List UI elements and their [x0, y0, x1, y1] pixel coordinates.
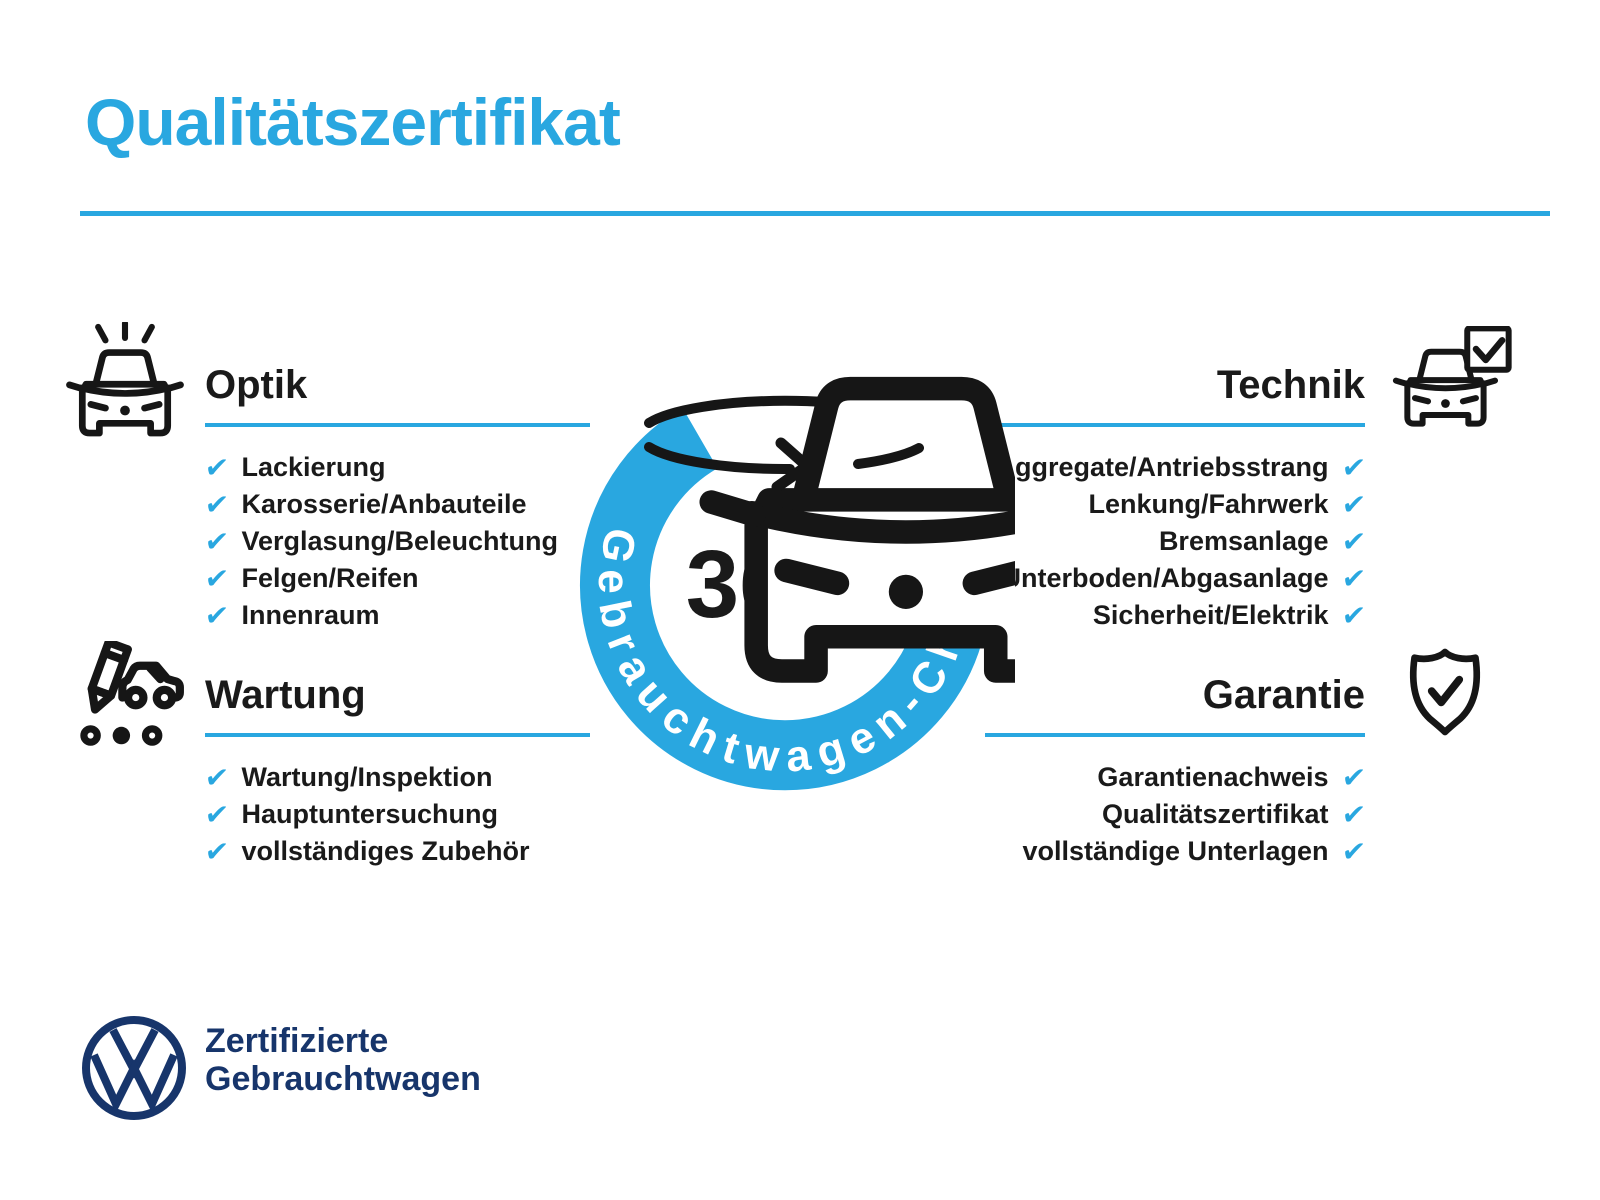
check-icon: ✔ — [203, 834, 231, 868]
checklist-item: Garantienachweis ✔ — [945, 759, 1367, 796]
check-icon: ✔ — [1339, 487, 1367, 521]
check-icon: ✔ — [203, 450, 231, 484]
check-icon: ✔ — [203, 524, 231, 558]
section-divider — [985, 423, 1365, 427]
section-divider — [985, 733, 1365, 737]
car-rotation-icon — [644, 389, 1015, 671]
checklist: Garantienachweis ✔ Qualitätszertifikat ✔ v… — [945, 759, 1367, 870]
item-label: Garantienachweis — [1097, 762, 1329, 792]
check-icon: ✔ — [1339, 561, 1367, 595]
checklist-item: Qualitätszertifikat ✔ — [945, 796, 1367, 833]
checklist-item: ✔ Wartung/Inspektion — [203, 759, 625, 796]
check-icon: ✔ — [203, 561, 231, 595]
page-title: Qualitätszertifikat — [85, 85, 621, 159]
checklist-item: ✔ vollständiges Zubehör — [203, 833, 625, 870]
check-icon: ✔ — [203, 797, 231, 831]
item-label: Bremsanlage — [1158, 526, 1329, 556]
check-icon: ✔ — [1339, 598, 1367, 632]
section-garantie: Garantie Garantienachweis ✔ Qualitätszert… — [945, 673, 1367, 868]
section-divider — [205, 423, 590, 427]
checklist-item: Sicherheit/Elektrik ✔ — [945, 597, 1367, 634]
car-shine-icon — [64, 322, 186, 449]
section-wartung: Wartung ✔ Wartung/Inspektion ✔ Hauptunters… — [203, 673, 625, 868]
badge-360-check: Gebrauchtwagen-Check 360° — [580, 285, 1015, 791]
check-icon: ✔ — [1339, 450, 1367, 484]
item-label: Karosserie/Anbauteile — [241, 489, 527, 519]
item-label: Lenkung/Fahrwerk — [1088, 489, 1329, 519]
checklist-item: Aggregate/Antriebsstrang ✔ — [945, 449, 1367, 486]
section-heading: Wartung — [205, 673, 366, 717]
check-icon: ✔ — [203, 598, 231, 632]
item-label: Aggregate/Antriebsstrang — [995, 452, 1329, 482]
section-heading: Garantie — [1202, 673, 1365, 717]
pencil-car-icon — [68, 641, 186, 749]
checklist: Aggregate/Antriebsstrang ✔ Lenkung/Fahrwe… — [945, 449, 1367, 634]
item-label: vollständiges Zubehör — [241, 836, 530, 866]
check-icon: ✔ — [1339, 524, 1367, 558]
checklist-item: Lenkung/Fahrwerk ✔ — [945, 486, 1367, 523]
item-label: Verglasung/Beleuchtung — [241, 526, 559, 556]
check-icon: ✔ — [1339, 797, 1367, 831]
footer-line-1: Zertifizierte — [205, 1022, 389, 1060]
checklist: ✔ Lackierung ✔ Karosserie/Anbauteile ✔ Verg… — [203, 449, 625, 634]
check-icon: ✔ — [203, 760, 231, 794]
item-label: Lackierung — [241, 452, 386, 482]
item-label: Hauptuntersuchung — [241, 799, 498, 829]
section-heading: Technik — [1216, 363, 1365, 407]
item-label: Wartung/Inspektion — [241, 762, 493, 792]
checklist-item: ✔ Innenraum — [203, 597, 625, 634]
item-label: Felgen/Reifen — [241, 563, 419, 593]
vw-logo — [82, 1016, 186, 1120]
item-label: Sicherheit/Elektrik — [1092, 600, 1329, 630]
checklist-item: Unterboden/Abgasanlage ✔ — [945, 560, 1367, 597]
section-technik: Technik Aggregate/Antriebsstrang ✔ Lenkun… — [945, 363, 1367, 632]
section-heading: Optik — [205, 363, 308, 407]
checklist-item: ✔ Felgen/Reifen — [203, 560, 625, 597]
checklist-item: Bremsanlage ✔ — [945, 523, 1367, 560]
footer-line-2: Gebrauchtwagen — [205, 1060, 481, 1098]
check-icon: ✔ — [203, 487, 231, 521]
shield-check-icon — [1405, 646, 1485, 738]
check-icon: ✔ — [1339, 760, 1367, 794]
item-label: Innenraum — [241, 600, 380, 630]
checklist-item: ✔ Hauptuntersuchung — [203, 796, 625, 833]
checklist-item: ✔ Lackierung — [203, 449, 625, 486]
section-divider — [205, 733, 590, 737]
checklist-item: vollständige Unterlagen ✔ — [945, 833, 1367, 870]
item-label: Qualitätszertifikat — [1101, 799, 1329, 829]
item-label: vollständige Unterlagen — [1022, 836, 1329, 866]
car-checkbox-icon — [1391, 326, 1519, 438]
checklist: ✔ Wartung/Inspektion ✔ Hauptuntersuchung ✔… — [203, 759, 625, 870]
check-icon: ✔ — [1339, 834, 1367, 868]
section-optik: Optik ✔ Lackierung ✔ Karosserie/Anbauteile… — [203, 363, 625, 632]
footer-brand-text: Zertifizierte Gebrauchtwagen — [205, 1022, 481, 1098]
checklist-item: ✔ Karosserie/Anbauteile — [203, 486, 625, 523]
item-label: Unterboden/Abgasanlage — [1001, 563, 1329, 593]
title-divider — [80, 211, 1550, 216]
checklist-item: ✔ Verglasung/Beleuchtung — [203, 523, 625, 560]
